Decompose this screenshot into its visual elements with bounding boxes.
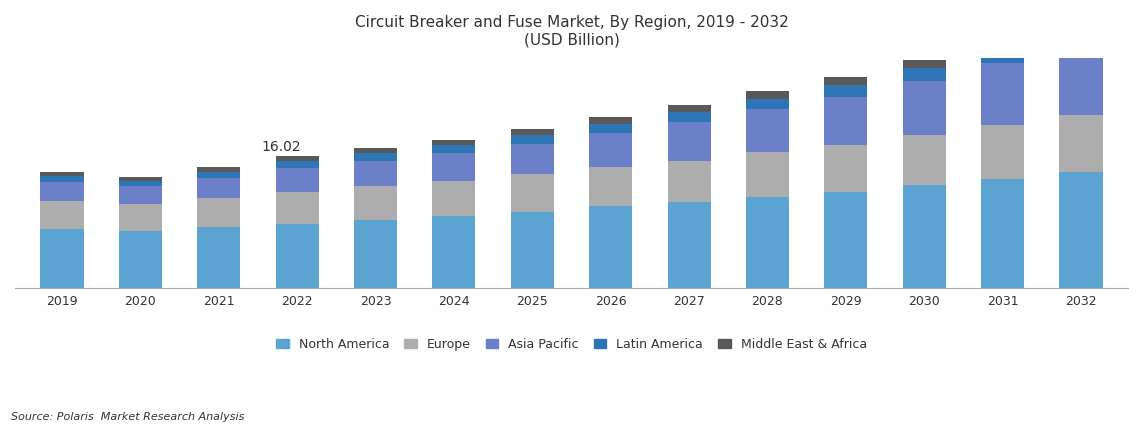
Bar (119, 181, 162, 186)
Bar (981, 63, 1024, 125)
Bar (511, 144, 554, 175)
Text: 16.02: 16.02 (262, 141, 302, 154)
Bar (119, 177, 162, 181)
Bar (668, 106, 711, 112)
Bar (903, 60, 945, 68)
Bar (511, 175, 554, 212)
Bar (589, 133, 632, 167)
Bar (903, 135, 945, 185)
Bar (668, 161, 711, 202)
Bar (668, 112, 711, 122)
Bar (1060, 115, 1103, 173)
Bar (511, 212, 554, 288)
Bar (119, 231, 162, 288)
Bar (981, 41, 1024, 50)
Bar (432, 181, 475, 216)
Bar (746, 197, 789, 288)
Bar (668, 202, 711, 288)
Bar (119, 186, 162, 204)
Bar (824, 85, 868, 97)
Bar (275, 224, 319, 288)
Legend: North America, Europe, Asia Pacific, Latin America, Middle East & Africa: North America, Europe, Asia Pacific, Lat… (271, 333, 872, 356)
Bar (824, 192, 868, 288)
Bar (589, 124, 632, 133)
Bar (275, 156, 319, 161)
Bar (746, 99, 789, 109)
Bar (354, 153, 397, 161)
Bar (354, 220, 397, 288)
Bar (1060, 173, 1103, 288)
Bar (432, 153, 475, 181)
Bar (198, 167, 240, 172)
Bar (198, 198, 240, 227)
Bar (511, 135, 554, 144)
Bar (354, 161, 397, 186)
Bar (275, 192, 319, 224)
Bar (198, 227, 240, 288)
Bar (746, 109, 789, 152)
Bar (824, 144, 868, 192)
Bar (824, 77, 868, 85)
Bar (354, 148, 397, 153)
Bar (432, 145, 475, 153)
Bar (589, 117, 632, 124)
Bar (903, 68, 945, 81)
Bar (903, 185, 945, 288)
Bar (40, 201, 83, 229)
Bar (1060, 20, 1103, 30)
Bar (198, 178, 240, 198)
Bar (119, 204, 162, 231)
Bar (746, 152, 789, 197)
Bar (981, 125, 1024, 179)
Bar (1060, 44, 1103, 115)
Bar (432, 140, 475, 145)
Bar (589, 167, 632, 207)
Bar (903, 81, 945, 135)
Bar (1060, 30, 1103, 44)
Bar (40, 176, 83, 182)
Bar (40, 172, 83, 176)
Bar (668, 122, 711, 161)
Bar (746, 92, 789, 99)
Bar (198, 172, 240, 178)
Text: Source: Polaris  Market Research Analysis: Source: Polaris Market Research Analysis (11, 412, 245, 422)
Bar (824, 97, 868, 144)
Bar (275, 168, 319, 192)
Bar (432, 216, 475, 288)
Bar (40, 182, 83, 201)
Bar (511, 129, 554, 135)
Title: Circuit Breaker and Fuse Market, By Region, 2019 - 2032
(USD Billion): Circuit Breaker and Fuse Market, By Regi… (354, 15, 789, 47)
Bar (981, 179, 1024, 288)
Bar (354, 186, 397, 220)
Bar (981, 50, 1024, 63)
Bar (275, 161, 319, 168)
Bar (589, 207, 632, 288)
Bar (40, 229, 83, 288)
